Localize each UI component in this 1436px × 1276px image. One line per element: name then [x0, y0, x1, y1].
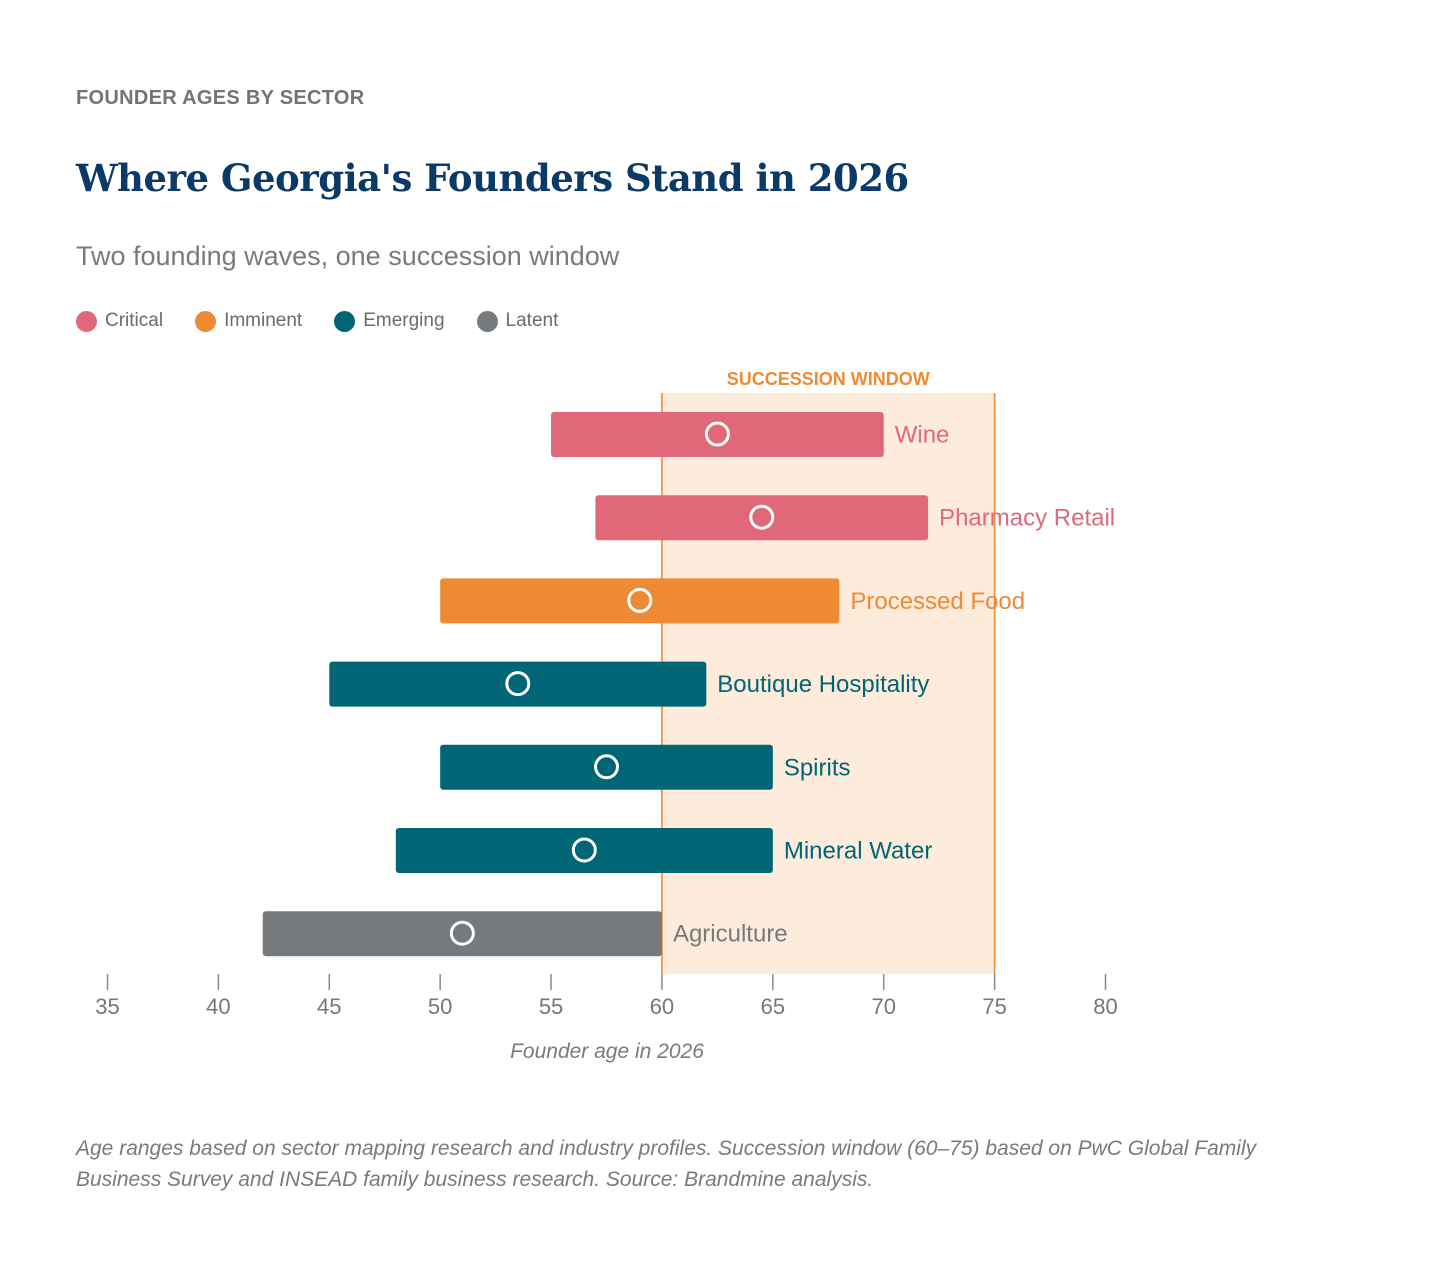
bar-label-processed-food: Processed Food [850, 588, 1025, 615]
marker-pharmacy-retail [749, 504, 775, 530]
range-bar-pharmacy-retail [595, 495, 929, 541]
chart-footnote: Age ranges based on sector mapping resea… [76, 1137, 1257, 1191]
succession-window-label: SUCCESSION WINDOW [727, 369, 930, 389]
marker-boutique-hospitality [505, 671, 531, 697]
marker-agriculture [449, 920, 475, 946]
legend-item-imminent: Imminent [195, 310, 302, 332]
marker-spirits [594, 754, 619, 780]
legend-label-emerging: Emerging [363, 310, 445, 331]
x-tick-label-75: 75 [982, 994, 1006, 1019]
bar-label-pharmacy-retail: Pharmacy Retail [939, 505, 1115, 532]
legend-swatch-latent [476, 310, 498, 332]
x-tick-label-80: 80 [1093, 994, 1117, 1019]
range-bar-agriculture [262, 911, 662, 957]
legend-item-critical: Critical [76, 310, 163, 332]
range-bar-mineral-water [395, 828, 773, 873]
succession-window-band [661, 393, 995, 974]
x-tick-label-70: 70 [871, 994, 895, 1019]
legend-swatch-imminent [195, 310, 217, 332]
chart-subtitle: Two founding waves, one succession windo… [76, 241, 620, 271]
legend-label-latent: Latent [505, 310, 559, 331]
bar-label-agriculture: Agriculture [673, 921, 788, 948]
x-axis-label: Founder age in 2026 [510, 1040, 704, 1063]
x-tick-label-50: 50 [428, 994, 452, 1019]
marker-processed-food [627, 587, 653, 613]
marker-wine [704, 421, 730, 447]
range-bar-boutique-hospitality [329, 661, 707, 707]
x-tick-label-45: 45 [317, 994, 341, 1019]
range-bar-spirits [440, 744, 773, 790]
x-tick-label-65: 65 [761, 994, 785, 1019]
legend-swatch-critical [76, 310, 97, 332]
bar-label-mineral-water: Mineral Water [784, 838, 932, 865]
legend-label-imminent: Imminent [224, 310, 303, 331]
chart-title: Where Georgia's Founders Stand in 2026 [76, 156, 909, 200]
range-bar-chart: SUCCESSION WINDOW Wine Pharmacy Retail Proc… [95, 369, 1117, 1063]
legend-label-critical: Critical [105, 310, 164, 331]
chart-eyebrow: FOUNDER AGES BY SECTOR [76, 87, 365, 109]
legend-item-emerging: Emerging [334, 310, 445, 332]
bar-label-boutique-hospitality: Boutique Hospitality [717, 671, 929, 698]
x-tick-label-40: 40 [206, 994, 230, 1019]
x-tick-label-35: 35 [95, 994, 119, 1019]
legend: Critical Imminent Emerging Latent [76, 310, 590, 332]
bar-label-wine: Wine [895, 422, 950, 449]
legend-swatch-emerging [334, 310, 356, 332]
range-bar-processed-food [440, 578, 840, 624]
x-tick-label-60: 60 [650, 994, 674, 1019]
x-tick-label-55: 55 [539, 994, 563, 1019]
legend-item-latent: Latent [476, 310, 559, 332]
bar-label-spirits: Spirits [784, 754, 851, 781]
range-bar-wine [551, 412, 884, 457]
marker-mineral-water [571, 837, 597, 863]
